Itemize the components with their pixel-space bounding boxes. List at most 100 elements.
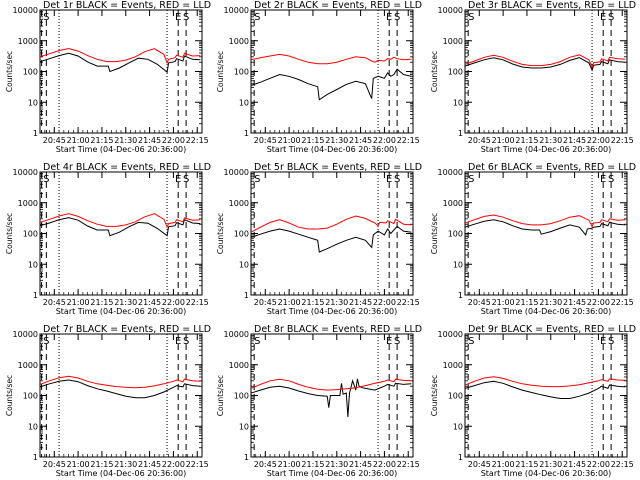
- y-tick-label: 1000: [443, 199, 463, 208]
- x-tick-label: 20:45: [254, 298, 277, 307]
- x-tick-label: 20:45: [254, 136, 277, 145]
- y-tick-label: 1000: [229, 37, 249, 46]
- x-tick-label: 21:30: [114, 136, 137, 145]
- y-axis-label: Counts/sec: [216, 51, 225, 92]
- x-tick-label: 22:15: [397, 460, 420, 469]
- marker-label: E: [175, 336, 181, 347]
- y-axis-label: Counts/sec: [216, 375, 225, 416]
- x-tick-label: 22:00: [587, 460, 610, 469]
- detector-panel-3: Det 3r BLACK = Events, RED = LLD 1 10 100 10…: [430, 0, 636, 154]
- series-line-events: [465, 57, 626, 72]
- x-tick-label: 22:00: [162, 136, 185, 145]
- x-tick-label: 22:00: [162, 460, 185, 469]
- x-tick-label: 21:45: [138, 136, 161, 145]
- panel-title: Det 9r BLACK = Events, RED = LLD: [468, 324, 636, 335]
- x-tick-label: 21:45: [349, 298, 372, 307]
- y-tick-label: 10: [453, 422, 463, 431]
- y-tick-label: 1000: [443, 37, 463, 46]
- detector-panel-2: Det 2r BLACK = Events, RED = LLD 1 10 100 10…: [216, 0, 422, 154]
- marker-label: S: [254, 336, 260, 347]
- marker-label: S: [608, 336, 614, 347]
- marker-label: S: [608, 12, 614, 23]
- x-tick-label: 22:15: [186, 460, 209, 469]
- x-tick-label: 21:15: [90, 136, 113, 145]
- x-axis-label: Start Time (04-Dec-06 20:36:00): [267, 145, 398, 154]
- series-line-events: [465, 380, 626, 399]
- y-axis-label: Counts/sec: [5, 375, 14, 416]
- y-axis: 1 10 100 1000 10000: [438, 330, 627, 462]
- x-tick-label: 21:30: [539, 136, 562, 145]
- y-tick-label: 10: [239, 98, 249, 107]
- y-tick-label: 1: [244, 453, 249, 462]
- y-axis: 1 10 100 1000 10000: [13, 330, 202, 462]
- x-tick-label: 21:15: [301, 298, 324, 307]
- x-tick-label: 21:15: [90, 460, 113, 469]
- marker-label: S: [394, 174, 400, 185]
- series-line-lld: [40, 375, 201, 389]
- x-tick-label: 21:30: [539, 298, 562, 307]
- y-tick-label: 10000: [224, 330, 249, 339]
- x-tick-label: 21:45: [349, 460, 372, 469]
- panel-title: Det 8r BLACK = Events, RED = LLD: [254, 324, 422, 335]
- x-tick-label: 21:45: [563, 460, 586, 469]
- y-tick-label: 100: [234, 392, 249, 401]
- detector-panel-6: Det 6r BLACK = Events, RED = LLD 1 10 100 10…: [430, 162, 636, 316]
- x-tick-label: 21:15: [301, 460, 324, 469]
- y-axis: 1 10 100 1000 10000: [438, 168, 627, 300]
- x-tick-label: 22:15: [611, 460, 634, 469]
- marker-label: S: [254, 174, 260, 185]
- y-tick-label: 1000: [443, 361, 463, 370]
- y-axis: 1 10 100 1000 10000: [13, 6, 202, 138]
- marker-label: S: [183, 12, 189, 23]
- marker-label: S: [608, 174, 614, 185]
- marker-label: S: [183, 336, 189, 347]
- x-tick-label: 21:00: [278, 460, 301, 469]
- x-tick-label: 20:45: [468, 460, 491, 469]
- marker-label: S: [394, 336, 400, 347]
- detector-panel-4: Det 4r BLACK = Events, RED = LLD 1 10 100 10…: [5, 162, 211, 316]
- x-tick-label: 21:45: [563, 136, 586, 145]
- y-tick-label: 100: [23, 392, 38, 401]
- y-tick-label: 100: [448, 68, 463, 77]
- x-tick-label: 22:15: [397, 136, 420, 145]
- x-axis: 20:45 21:00 21:15 21:30 21:45 22:00 22:15: [39, 334, 209, 469]
- x-axis: 20:45 21:00 21:15 21:30 21:45 22:00 22:15: [464, 10, 634, 145]
- series-line-lld: [465, 214, 626, 228]
- marker-label: S: [43, 12, 49, 23]
- x-tick-label: 20:45: [43, 298, 66, 307]
- x-tick-label: 21:15: [515, 136, 538, 145]
- marker-label: S: [183, 174, 189, 185]
- y-tick-label: 10: [28, 422, 38, 431]
- x-tick-label: 21:30: [114, 298, 137, 307]
- marker-label: S: [394, 12, 400, 23]
- y-tick-label: 1000: [229, 361, 249, 370]
- x-axis-label: Start Time (04-Dec-06 20:36:00): [56, 307, 187, 316]
- y-tick-label: 1000: [229, 199, 249, 208]
- y-tick-label: 1: [244, 129, 249, 138]
- x-tick-label: 22:15: [611, 136, 634, 145]
- panel-title: Det 4r BLACK = Events, RED = LLD: [43, 162, 211, 173]
- x-tick-label: 22:00: [587, 298, 610, 307]
- x-tick-label: 21:15: [515, 460, 538, 469]
- x-tick-label: 21:00: [492, 460, 515, 469]
- y-tick-label: 10000: [224, 168, 249, 177]
- y-tick-label: 1: [33, 291, 38, 300]
- series-line-lld: [465, 54, 626, 69]
- y-tick-label: 10000: [438, 168, 463, 177]
- y-tick-label: 100: [448, 392, 463, 401]
- marker-label: E: [386, 12, 392, 23]
- y-tick-label: 10000: [13, 330, 38, 339]
- y-axis-label: Counts/sec: [430, 213, 439, 254]
- series-line-lld: [465, 376, 626, 388]
- y-tick-label: 10: [28, 260, 38, 269]
- marker-label: E: [600, 336, 606, 347]
- y-tick-label: 10000: [13, 168, 38, 177]
- x-tick-label: 20:45: [468, 298, 491, 307]
- detector-panel-5: Det 5r BLACK = Events, RED = LLD 1 10 100 10…: [216, 162, 422, 316]
- x-tick-label: 21:45: [563, 298, 586, 307]
- series-line-events: [40, 52, 201, 74]
- y-tick-label: 10000: [13, 6, 38, 15]
- series-line-events: [465, 219, 626, 236]
- x-axis-label: Start Time (04-Dec-06 20:36:00): [481, 145, 612, 154]
- x-tick-label: 22:15: [611, 298, 634, 307]
